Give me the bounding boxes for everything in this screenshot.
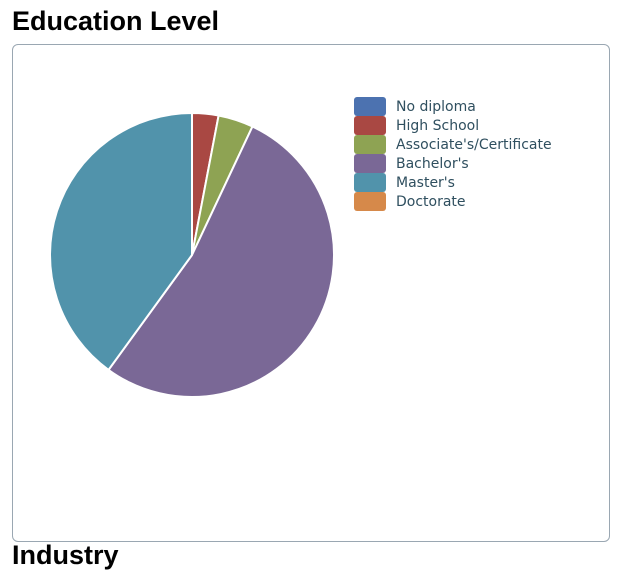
chart-panel: No diploma High School Associate's/Certifi… [12, 44, 610, 542]
legend-swatch [354, 135, 386, 154]
legend-item-doctorate[interactable]: Doctorate [354, 192, 552, 211]
legend-swatch [354, 173, 386, 192]
page-title: Education Level [12, 6, 220, 36]
legend-swatch [354, 116, 386, 135]
pie-chart [49, 111, 335, 398]
legend-label: Master's [396, 174, 455, 191]
next-section-title: Industry [12, 540, 119, 570]
legend-label: Doctorate [396, 193, 466, 210]
legend-swatch [354, 97, 386, 116]
legend-label: No diploma [396, 98, 476, 115]
legend-item-associate-s-certificate[interactable]: Associate's/Certificate [354, 135, 552, 154]
legend-label: High School [396, 117, 480, 134]
legend-item-bachelor-s[interactable]: Bachelor's [354, 154, 552, 173]
legend-swatch [354, 154, 386, 173]
legend-item-high-school[interactable]: High School [354, 116, 552, 135]
legend-label: Associate's/Certificate [396, 136, 552, 153]
legend-swatch [354, 192, 386, 211]
legend-label: Bachelor's [396, 155, 469, 172]
chart-legend: No diploma High School Associate's/Certifi… [354, 97, 552, 211]
legend-item-master-s[interactable]: Master's [354, 173, 552, 192]
pie-slice-bachelor-s[interactable] [107, 125, 335, 398]
legend-item-no-diploma[interactable]: No diploma [354, 97, 552, 116]
pie-slice-master-s[interactable] [49, 111, 193, 372]
